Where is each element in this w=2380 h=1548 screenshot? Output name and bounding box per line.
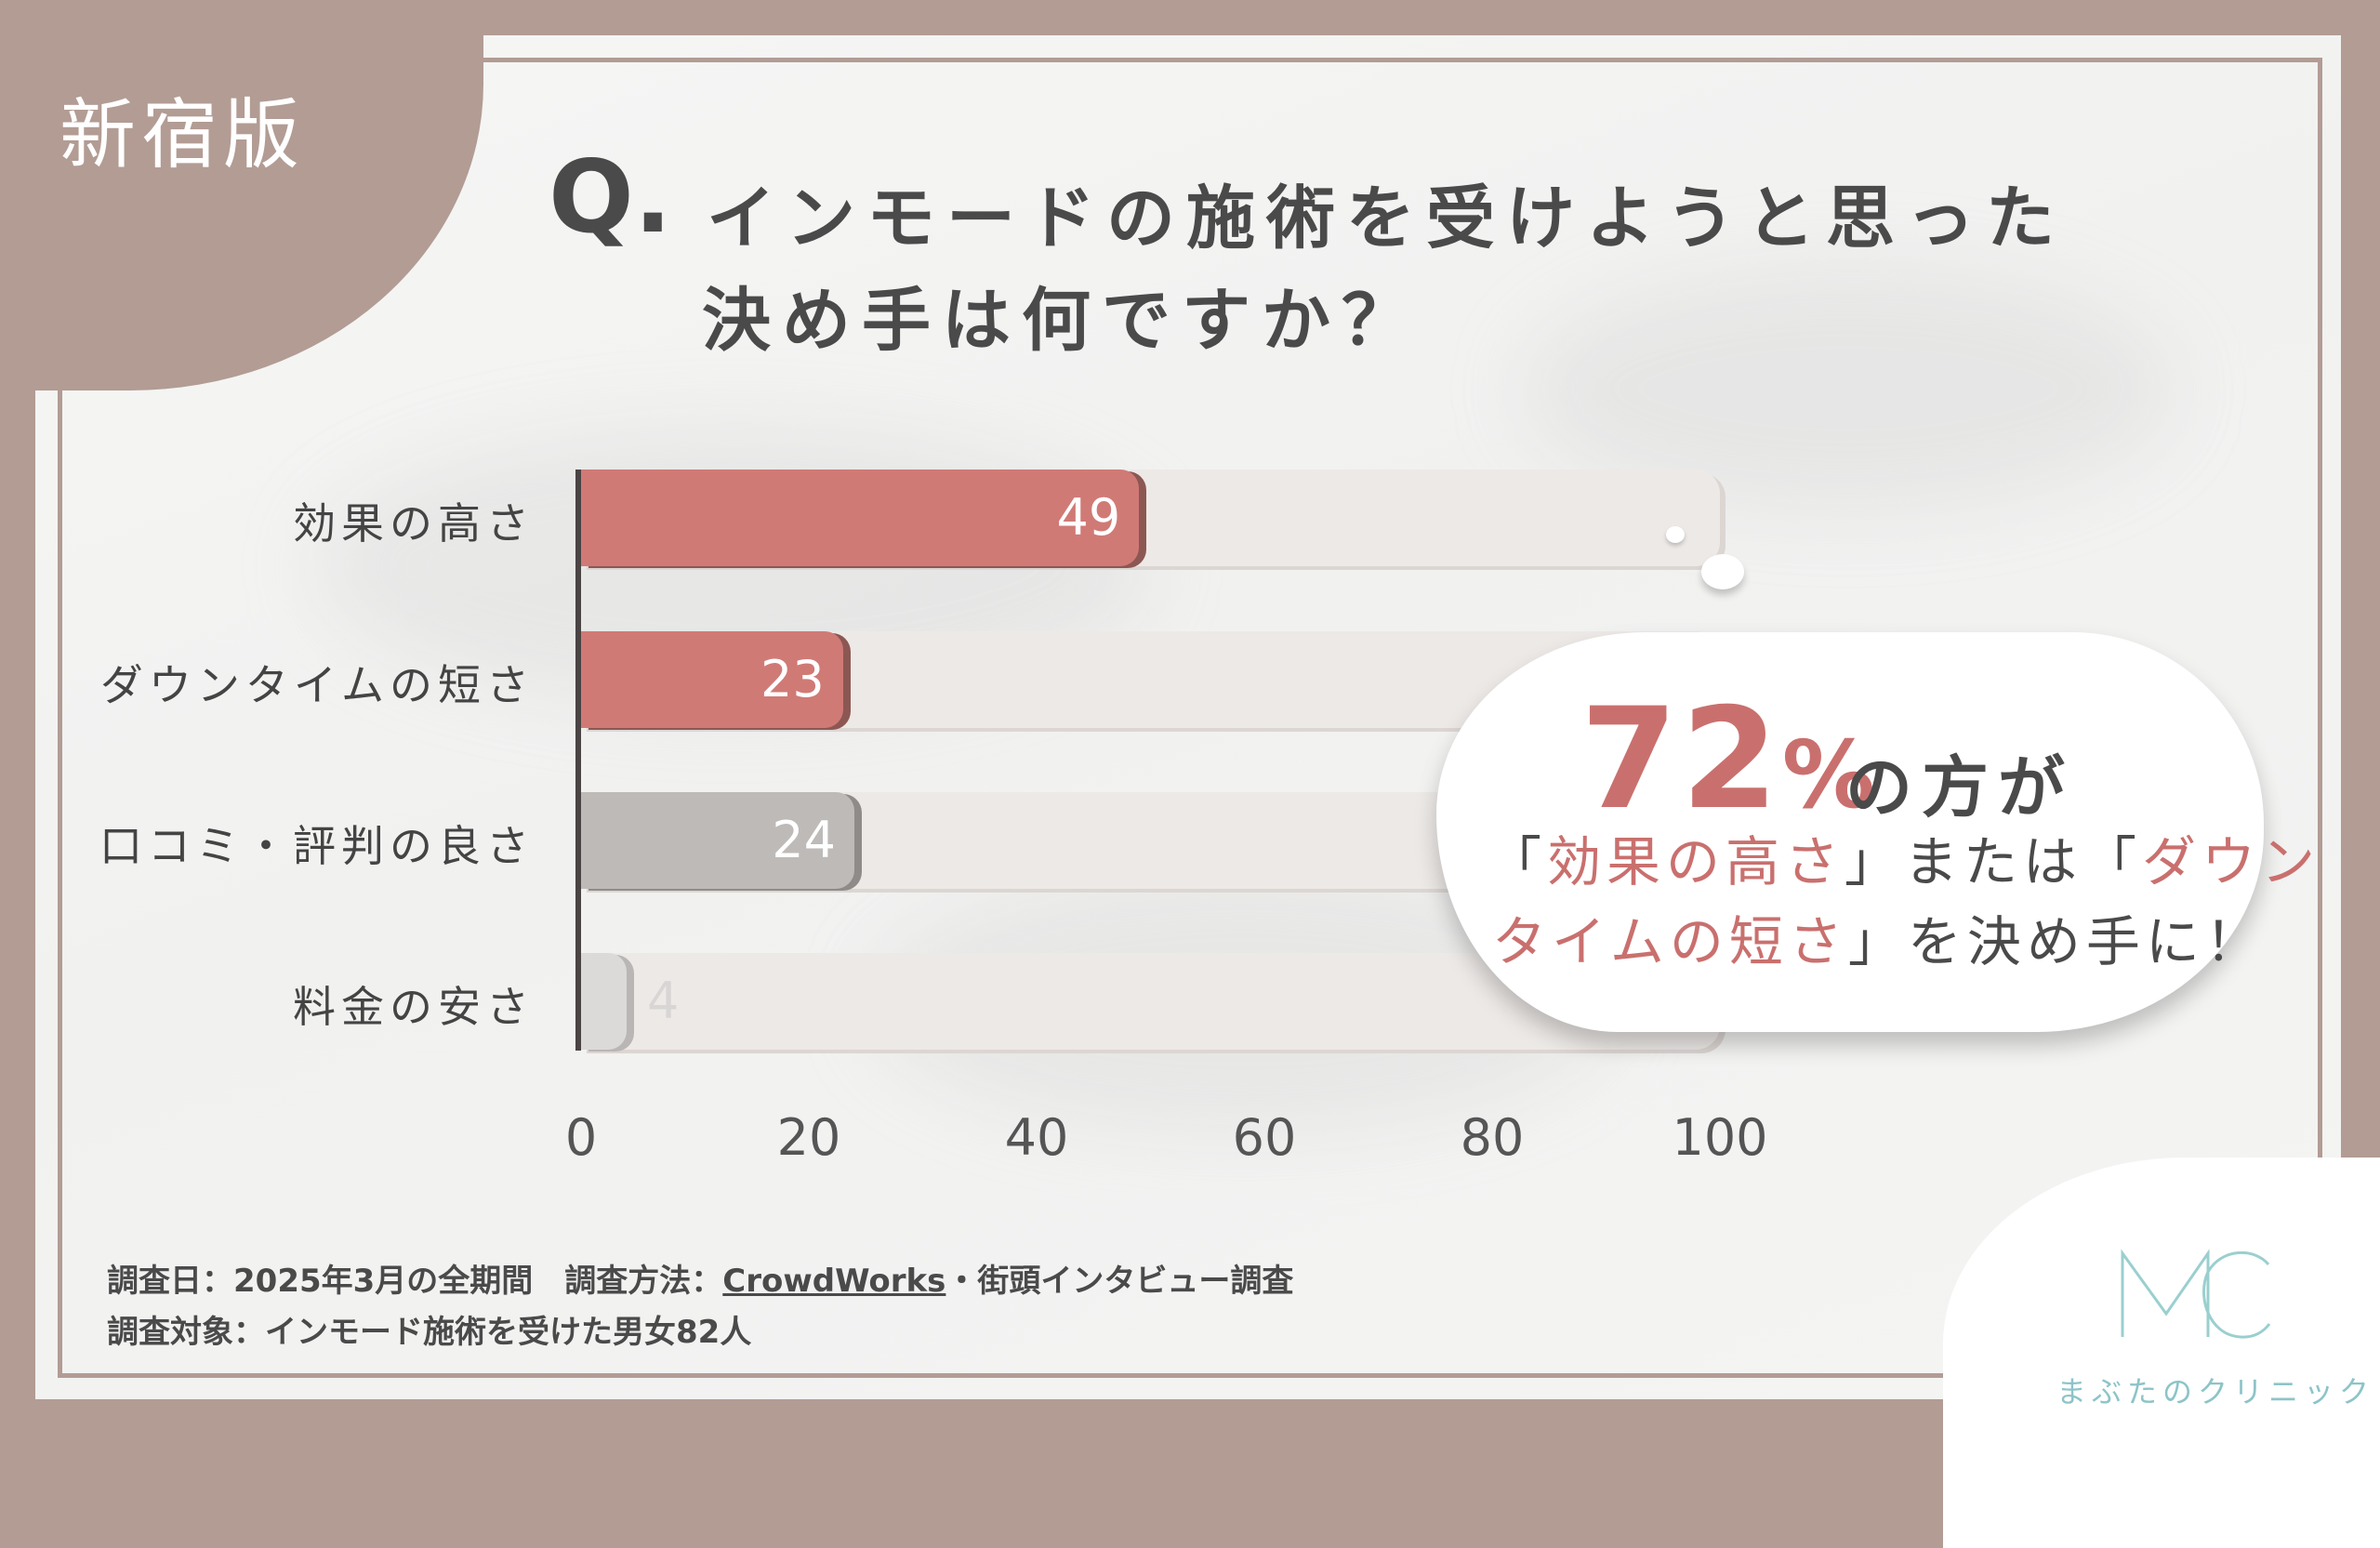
callout-bracket: 「 xyxy=(1488,830,1548,893)
callout-accent-effect: 効果の高さ xyxy=(1547,830,1845,893)
bar xyxy=(581,953,627,1050)
callout-percent-unit: % xyxy=(1781,721,1879,829)
x-tick-label: 100 xyxy=(1672,1108,1768,1167)
bar xyxy=(581,470,1140,566)
survey-note-line-2: 調査対象：インモード施術を受けた男女82人 xyxy=(107,1314,752,1351)
bar xyxy=(581,792,854,889)
category-label: 口コミ・評判の良さ xyxy=(99,821,535,871)
callout-headline-rest: の方が xyxy=(1845,748,2075,827)
x-tick-label: 20 xyxy=(776,1108,841,1167)
clinic-name: まぶたのクリニック xyxy=(2056,1374,2375,1409)
callout-line-3: タイムの短さ」を決め手に！ xyxy=(1492,898,2265,976)
clinic-logo-icon xyxy=(2115,1244,2273,1350)
logo-background xyxy=(1943,1158,2380,1548)
question-line-1: インモードの施術を受けようと思った xyxy=(707,179,2066,258)
callout-percent: 72% xyxy=(1580,679,1879,840)
category-label: ダウンタイムの短さ xyxy=(99,660,535,710)
bar xyxy=(581,631,843,728)
x-tick-label: 60 xyxy=(1232,1108,1297,1167)
survey-note-line-1: 調査日：2025年3月の全期間 調査方法：CrowdWorks・街頭インタビュー… xyxy=(107,1255,1293,1301)
x-tick-label: 80 xyxy=(1460,1108,1525,1167)
y-axis-line xyxy=(575,470,581,1051)
callout-percent-value: 72 xyxy=(1580,679,1782,840)
bar-value-label: 23 xyxy=(760,650,825,708)
category-label: 効果の高さ xyxy=(293,498,535,549)
x-tick-label: 0 xyxy=(564,1108,598,1167)
thought-dot-large xyxy=(1701,554,1744,589)
crowdworks-link[interactable]: CrowdWorks xyxy=(722,1263,946,1300)
callout-accent-downtime-2: タイムの短さ xyxy=(1492,910,1848,973)
callout-text-end: 」を決め手に！ xyxy=(1847,910,2265,973)
edition-label: 新宿版 xyxy=(60,91,306,179)
x-tick-label: 40 xyxy=(1004,1108,1069,1167)
survey-method-rest: ・街頭インタビュー調査 xyxy=(945,1263,1294,1300)
bar-value-label: 24 xyxy=(772,811,836,869)
bar-value-label: 49 xyxy=(1056,488,1121,547)
callout-text: 」または「 xyxy=(1844,830,2143,893)
bar-value-label: 4 xyxy=(647,972,680,1030)
background-shadow xyxy=(1523,268,2174,509)
callout-accent-downtime-1: ダウン xyxy=(2142,830,2321,893)
survey-date-method: 調査日：2025年3月の全期間 調査方法： xyxy=(107,1263,723,1300)
question-line-2: 決め手は何ですか？ xyxy=(702,281,1421,361)
question-mark-label: Q. xyxy=(549,139,672,256)
callout-bubble xyxy=(1436,632,2264,1032)
thought-dot-small xyxy=(1666,526,1685,543)
category-label: 料金の安さ xyxy=(293,982,535,1032)
callout-line-2: 「効果の高さ」または「ダウン xyxy=(1488,818,2320,896)
